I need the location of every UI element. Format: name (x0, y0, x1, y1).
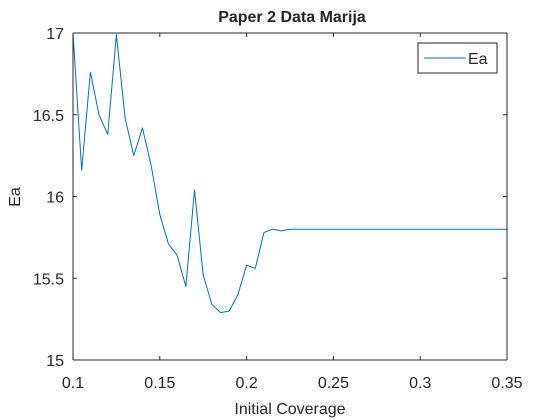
y-tick-label: 16 (46, 190, 64, 207)
y-tick-label: 16.5 (33, 108, 64, 125)
x-ticks: 0.1 0.15 0.2 0.25 0.3 0.35 (62, 33, 523, 392)
y-tick-label: 15 (46, 353, 64, 370)
x-tick-label: 0.15 (144, 375, 175, 392)
x-tick-label: 0.2 (235, 375, 257, 392)
y-tick-label: 17 (46, 26, 64, 43)
legend: Ea (417, 42, 498, 74)
x-tick-label: 0.25 (318, 375, 349, 392)
legend-label: Ea (468, 51, 488, 68)
x-tick-label: 0.3 (409, 375, 431, 392)
x-tick-label: 0.1 (62, 375, 84, 392)
series-line-ea (72, 32, 507, 314)
chart-title: Paper 2 Data Marija (218, 9, 366, 26)
series-layer (72, 32, 507, 314)
y-ticks: 15 15.5 16 16.5 17 (33, 26, 507, 370)
x-tick-label: 0.35 (491, 375, 522, 392)
y-tick-label: 15.5 (33, 271, 64, 288)
y-axis-label: Ea (7, 187, 24, 207)
plot-area (73, 33, 507, 360)
x-axis-label: Initial Coverage (234, 401, 345, 418)
